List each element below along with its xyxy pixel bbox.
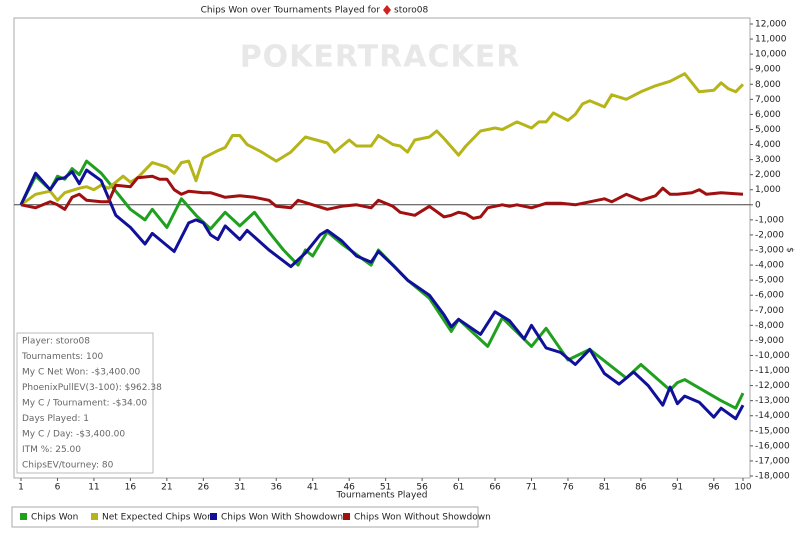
x-tick-label: 46 bbox=[343, 483, 355, 493]
info-line: My C / Tournament: -$34.00 bbox=[22, 399, 147, 409]
x-tick-label: 11 bbox=[88, 483, 99, 493]
x-tick-label: 56 bbox=[416, 483, 428, 493]
chart-title-player: storo08 bbox=[394, 6, 428, 16]
info-line: Player: storo08 bbox=[22, 337, 90, 347]
y-tick-label: -12,000 bbox=[755, 381, 790, 391]
y-tick-label: -17,000 bbox=[755, 456, 790, 466]
info-line: ITM %: 25.00 bbox=[22, 445, 81, 455]
y-tick-label: -1,000 bbox=[755, 215, 784, 225]
player-icon bbox=[383, 5, 391, 15]
legend-swatch bbox=[210, 513, 217, 520]
series-line bbox=[20, 72, 745, 207]
series-line bbox=[20, 174, 744, 220]
y-tick-label: -11,000 bbox=[755, 366, 790, 376]
watermark: POKERTRACKER bbox=[240, 40, 521, 75]
x-tick-label: 66 bbox=[489, 483, 501, 493]
y-tick-label: 0 bbox=[755, 200, 761, 210]
y-tick-label: -2,000 bbox=[755, 230, 784, 240]
x-tick-label: 41 bbox=[307, 483, 318, 493]
y-tick-label: -9,000 bbox=[755, 336, 784, 346]
info-box bbox=[16, 332, 154, 474]
legend-label: Net Expected Chips Won bbox=[102, 513, 213, 523]
y-tick-label: 8,000 bbox=[755, 80, 781, 90]
legend-label: Chips Won Without Showdown bbox=[354, 513, 491, 523]
x-tick-label: 91 bbox=[672, 483, 683, 493]
y-tick-label: 1,000 bbox=[755, 185, 781, 195]
y-tick-label: 6,000 bbox=[755, 110, 781, 120]
y-tick-label: -16,000 bbox=[755, 441, 790, 451]
y-tick-label: -3,000 bbox=[755, 246, 784, 256]
series-line bbox=[19, 168, 745, 421]
y-tick-label: -4,000 bbox=[755, 261, 784, 271]
y-tick-label: 9,000 bbox=[755, 65, 781, 75]
x-tick-label: 100 bbox=[734, 483, 751, 493]
x-tick-label: 31 bbox=[234, 483, 245, 493]
legend-swatch bbox=[343, 513, 350, 520]
y-tick-label: -18,000 bbox=[755, 472, 790, 482]
y-tick-label: -5,000 bbox=[755, 276, 784, 286]
y-tick-label: 2,000 bbox=[755, 170, 781, 180]
y-tick-label: 4,000 bbox=[755, 140, 781, 150]
x-tick-label: 76 bbox=[562, 483, 574, 493]
info-line: ChipsEV/tourney: 80 bbox=[22, 461, 114, 471]
x-tick-label: 81 bbox=[599, 483, 610, 493]
x-tick-label: 71 bbox=[526, 483, 537, 493]
x-tick-label: 36 bbox=[271, 483, 283, 493]
legend-swatch bbox=[20, 513, 27, 520]
y-tick-label: 7,000 bbox=[755, 95, 781, 105]
y-tick-label: -13,000 bbox=[755, 396, 790, 406]
x-tick-label: 1 bbox=[18, 483, 24, 493]
y-tick-label: -6,000 bbox=[755, 291, 784, 301]
x-tick-label: 96 bbox=[708, 483, 720, 493]
x-tick-label: 16 bbox=[125, 483, 137, 493]
x-tick-label: 51 bbox=[380, 483, 391, 493]
legend-label: Chips Won With Showdown bbox=[221, 513, 343, 523]
legend-swatch bbox=[91, 513, 98, 520]
y-tick-label: -14,000 bbox=[755, 411, 790, 421]
info-line: PhoenixPullEV(3-100): $962.38 bbox=[22, 383, 162, 393]
x-axis-label: Tournaments Played bbox=[335, 491, 427, 501]
y-tick-label: -7,000 bbox=[755, 306, 784, 316]
y-tick-label: 10,000 bbox=[755, 50, 787, 60]
x-tick-label: 86 bbox=[635, 483, 647, 493]
info-line: My C Net Won: -$3,400.00 bbox=[22, 368, 141, 378]
x-tick-label: 21 bbox=[161, 483, 172, 493]
y-tick-label: 3,000 bbox=[755, 155, 781, 165]
y-tick-label: 5,000 bbox=[755, 125, 781, 135]
info-line: Tournaments: 100 bbox=[21, 352, 104, 362]
x-tick-label: 61 bbox=[453, 483, 464, 493]
y-tick-label: 11,000 bbox=[755, 35, 787, 45]
y-tick-label: 12,000 bbox=[755, 20, 787, 30]
info-line: My C / Day: -$3,400.00 bbox=[22, 430, 125, 440]
info-line: Days Played: 1 bbox=[22, 414, 89, 424]
legend bbox=[11, 506, 479, 528]
chart-title: Chips Won over Tournaments Played for bbox=[201, 6, 381, 16]
y-tick-label: -10,000 bbox=[755, 351, 790, 361]
y-tick-label: -8,000 bbox=[755, 321, 784, 331]
y-tick-label: -15,000 bbox=[755, 426, 790, 436]
legend-label: Chips Won bbox=[31, 513, 78, 523]
y-axis-label: $ bbox=[785, 247, 795, 253]
x-tick-label: 26 bbox=[198, 483, 210, 493]
x-tick-label: 6 bbox=[55, 483, 61, 493]
